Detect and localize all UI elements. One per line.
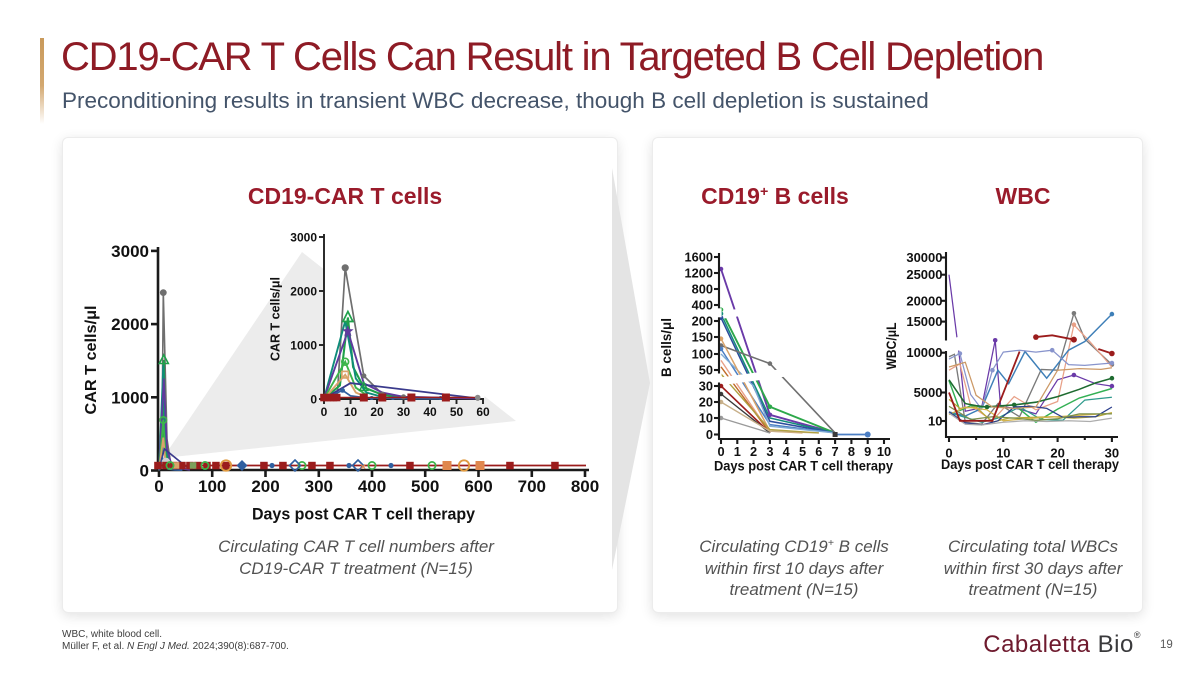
svg-text:10: 10 [996, 446, 1010, 461]
svg-text:5000: 5000 [914, 385, 943, 400]
svg-text:200: 200 [251, 477, 279, 496]
svg-text:B cells/μl: B cells/μl [659, 318, 674, 377]
svg-text:60: 60 [476, 405, 490, 419]
svg-text:20: 20 [1050, 446, 1064, 461]
svg-text:0: 0 [706, 427, 713, 442]
svg-text:40: 40 [423, 405, 437, 419]
svg-text:Days post CAR T cell therapy: Days post CAR T cell therapy [941, 457, 1119, 472]
svg-text:3: 3 [766, 444, 773, 459]
svg-text:500: 500 [411, 477, 439, 496]
svg-text:0: 0 [310, 393, 317, 407]
svg-text:6: 6 [815, 444, 822, 459]
svg-text:30: 30 [699, 379, 713, 394]
svg-text:600: 600 [464, 477, 492, 496]
svg-text:30000: 30000 [906, 250, 942, 265]
svg-text:150: 150 [692, 330, 713, 345]
svg-text:20: 20 [699, 395, 713, 410]
svg-text:2000: 2000 [290, 285, 317, 299]
svg-text:15000: 15000 [906, 314, 942, 329]
svg-text:30: 30 [397, 405, 411, 419]
svg-text:1: 1 [734, 444, 741, 459]
svg-text:400: 400 [358, 477, 386, 496]
svg-text:200: 200 [692, 314, 713, 329]
svg-text:1000: 1000 [111, 388, 149, 407]
svg-text:8: 8 [848, 444, 855, 459]
svg-text:Days post CAR T cell therapy: Days post CAR T cell therapy [252, 505, 476, 524]
svg-text:300: 300 [305, 477, 333, 496]
svg-text:0: 0 [945, 446, 952, 461]
svg-text:10: 10 [344, 405, 358, 419]
svg-text:3000: 3000 [290, 231, 317, 245]
svg-text:10: 10 [928, 414, 942, 429]
svg-text:0: 0 [154, 477, 163, 496]
svg-text:7: 7 [832, 444, 839, 459]
svg-text:2: 2 [750, 444, 757, 459]
svg-text:5: 5 [799, 444, 806, 459]
svg-text:WBC/μL: WBC/μL [884, 323, 899, 370]
svg-text:50: 50 [699, 363, 713, 378]
svg-text:30: 30 [1105, 446, 1119, 461]
svg-text:0: 0 [140, 462, 149, 481]
svg-text:1200: 1200 [685, 266, 713, 281]
svg-text:3000: 3000 [111, 242, 149, 261]
svg-text:100: 100 [692, 347, 713, 362]
svg-text:25000: 25000 [906, 267, 942, 282]
svg-text:2000: 2000 [111, 315, 149, 334]
svg-text:9: 9 [864, 444, 871, 459]
svg-text:50: 50 [450, 405, 464, 419]
svg-text:400: 400 [692, 298, 713, 313]
svg-text:0: 0 [717, 444, 724, 459]
svg-text:800: 800 [692, 282, 713, 297]
svg-text:10000: 10000 [906, 345, 942, 360]
svg-text:20000: 20000 [906, 293, 942, 308]
svg-text:CAR T cells/μl: CAR T cells/μl [83, 306, 100, 415]
svg-text:100: 100 [198, 477, 226, 496]
svg-text:CAR T cells/μl: CAR T cells/μl [269, 277, 283, 361]
svg-text:20: 20 [370, 405, 384, 419]
svg-text:800: 800 [571, 477, 599, 496]
svg-text:×: × [360, 462, 366, 473]
svg-text:10: 10 [877, 444, 891, 459]
svg-text:0: 0 [321, 405, 328, 419]
svg-text:700: 700 [518, 477, 546, 496]
svg-text:1600: 1600 [685, 250, 713, 265]
svg-text:4: 4 [783, 444, 791, 459]
svg-text:Days post CAR T cell therapy: Days post CAR T cell therapy [714, 459, 893, 474]
svg-text:10: 10 [699, 411, 713, 426]
svg-text:1000: 1000 [290, 339, 317, 353]
